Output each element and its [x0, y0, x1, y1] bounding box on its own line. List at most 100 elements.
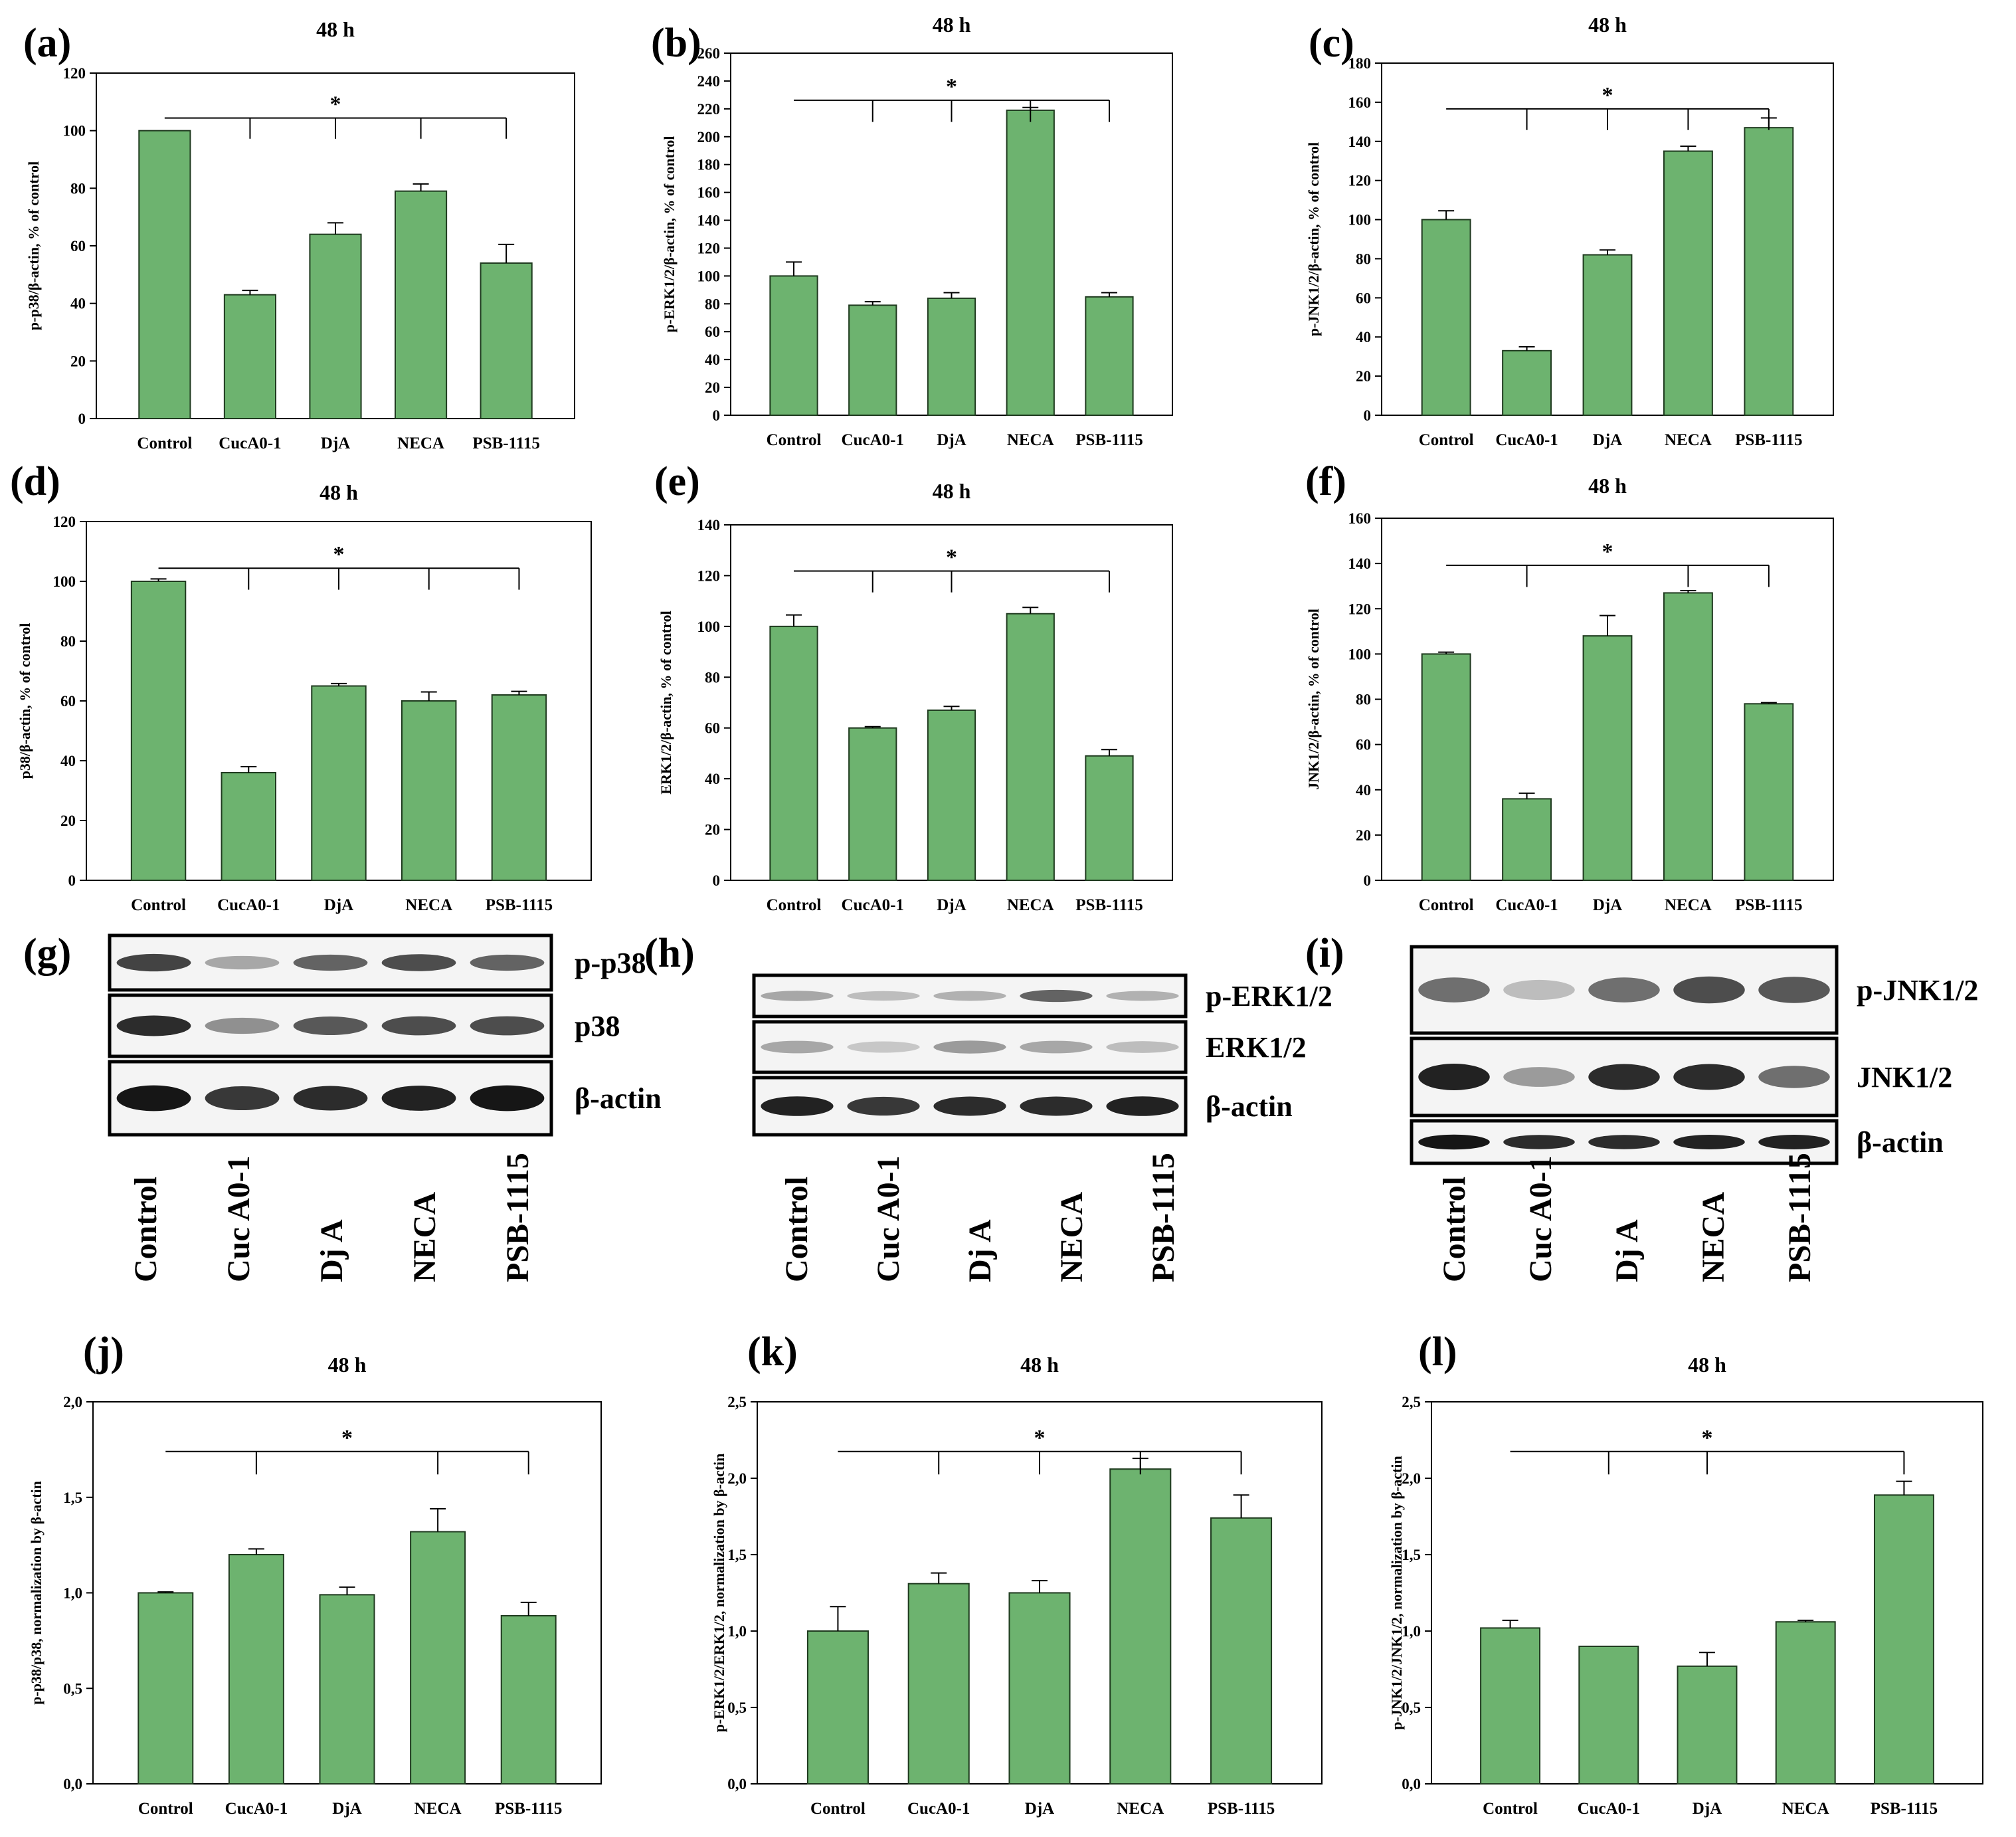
category-label: PSB-1115: [1075, 431, 1143, 449]
bar-PSB-1115: [1873, 1494, 1934, 1785]
y-tick-label: 40: [1356, 329, 1371, 345]
y-tick-label: 60: [60, 693, 76, 710]
category-label: Control: [767, 431, 822, 449]
blot-band: [847, 1096, 920, 1116]
panel-letter: (e): [654, 459, 700, 504]
y-tick-label: 2,0: [63, 1394, 82, 1410]
y-tick-label: 120: [697, 240, 721, 256]
y-tick-label: 0,0: [1402, 1776, 1421, 1792]
category-label: CucA0-1: [1495, 431, 1558, 449]
bar-Control: [130, 581, 187, 881]
y-tick-label: 0: [1364, 872, 1372, 889]
category-label: CucA0-1: [842, 431, 904, 449]
category-label: CucA0-1: [217, 896, 280, 914]
category-label: PSB-1115: [1075, 896, 1143, 914]
category-label: CucA0-1: [1578, 1800, 1640, 1818]
category-label: Control: [138, 1800, 193, 1818]
chart-title: 48 h: [1688, 1353, 1726, 1377]
blot-band: [381, 1086, 456, 1111]
bar-DjA: [927, 297, 976, 416]
category-label: CucA0-1: [1495, 896, 1558, 914]
bar-PSB-1115: [1744, 703, 1794, 881]
category-label: Control: [1419, 896, 1474, 914]
y-tick-label: 100: [1348, 212, 1372, 229]
bar-NECA: [1109, 1468, 1172, 1785]
bar-DjA: [319, 1594, 375, 1785]
blot-band: [1673, 1064, 1745, 1090]
y-tick-label: 40: [705, 351, 720, 368]
category-label: PSB-1115: [1871, 1800, 1938, 1818]
blot-lane-label: NECA: [1054, 1192, 1089, 1282]
y-axis-label: p-p38/β-actin, % of control: [25, 161, 42, 330]
chart-panel-a: (a) 48 h 0 20 40 60 80 100 120 p-p38/β-actin, % o…: [23, 17, 575, 452]
chart-title: 48 h: [1588, 474, 1627, 498]
category-label: PSB-1115: [486, 896, 553, 914]
panel-letter: (b): [651, 21, 701, 66]
blot-band: [293, 1016, 368, 1035]
category-label: NECA: [405, 896, 452, 914]
bar-NECA: [1006, 613, 1055, 881]
blot-lane-label: Control: [128, 1177, 163, 1282]
blot-band: [761, 991, 834, 1001]
blot-band: [761, 1040, 834, 1054]
blot-band: [205, 1086, 280, 1111]
significance-star: *: [330, 92, 341, 117]
category-label: DjA: [937, 431, 966, 449]
category-label: Control: [1483, 1800, 1538, 1818]
blot-band: [1673, 1134, 1745, 1150]
y-tick-label: 2,5: [1402, 1394, 1421, 1410]
y-tick-label: 240: [697, 73, 721, 90]
category-label: PSB-1115: [472, 435, 539, 452]
panel-letter: (a): [23, 21, 71, 66]
blot-band: [293, 1086, 368, 1111]
significance-star: *: [333, 542, 345, 567]
blot-band: [1418, 1134, 1490, 1150]
bar-NECA: [410, 1531, 466, 1785]
blot-band: [293, 954, 368, 971]
y-tick-label: 0,5: [63, 1680, 82, 1697]
bar-DjA: [927, 709, 976, 881]
chart-panel-l: (l) 48 h 0,0 0,5 1,0 1,5 2,0 2,5 p-JNK1/2/JNK1/2…: [1388, 1329, 1983, 1818]
y-tick-label: 0: [713, 407, 721, 424]
y-tick-label: 1,0: [1402, 1623, 1421, 1640]
blot-lane-label: Cuc A0-1: [1523, 1155, 1558, 1282]
blot-row-label: p-p38: [575, 947, 646, 979]
bar-CucA0-1: [907, 1583, 970, 1785]
y-tick-label: 1,5: [727, 1547, 747, 1563]
category-label: PSB-1115: [1735, 431, 1802, 449]
blot-lane-label: Dj A: [1609, 1219, 1645, 1282]
chart-title: 48 h: [1020, 1353, 1059, 1377]
panel-letter: (g): [23, 931, 71, 976]
y-tick-label: 120: [63, 65, 86, 82]
significance-star: *: [946, 74, 957, 99]
y-tick-label: 0: [78, 411, 86, 427]
blot-lane-label: Dj A: [314, 1219, 349, 1282]
chart-panel-b: (b) 48 h 0 20 40 60 80 100 120 140 160 180 200 220 240…: [651, 13, 1173, 449]
category-label: PSB-1115: [1735, 896, 1802, 914]
y-axis-label: JNK1/2/β-actin, % of control: [1305, 609, 1322, 790]
bar-Control: [1421, 219, 1471, 416]
y-tick-label: 0,5: [727, 1699, 747, 1716]
blot-band: [1106, 1096, 1179, 1116]
bar-DjA: [309, 233, 362, 419]
blot-band: [1503, 979, 1575, 1001]
y-tick-label: 20: [705, 379, 720, 396]
category-label: DjA: [1025, 1800, 1054, 1818]
y-tick-label: 20: [1356, 827, 1371, 844]
bar-CucA0-1: [1502, 349, 1552, 416]
bar-PSB-1115: [1085, 296, 1134, 417]
bar-CucA0-1: [1578, 1646, 1639, 1785]
y-tick-label: 2,5: [727, 1394, 747, 1410]
blot-row-label: p38: [575, 1010, 620, 1042]
y-tick-label: 180: [697, 157, 721, 173]
blot-lane-label: Control: [1437, 1177, 1472, 1282]
y-axis-label: p-ERK1/2/β-actin, % of control: [661, 136, 678, 333]
significance-star: *: [1602, 539, 1613, 564]
blot-lane-label: PSB-1115: [1782, 1153, 1817, 1282]
bar-CucA0-1: [223, 294, 277, 419]
blot-band: [1020, 1040, 1093, 1054]
bar-NECA: [1775, 1621, 1836, 1785]
y-tick-label: 60: [1356, 737, 1371, 753]
blot-lane-label: NECA: [407, 1192, 442, 1282]
chart-title: 48 h: [933, 13, 971, 37]
